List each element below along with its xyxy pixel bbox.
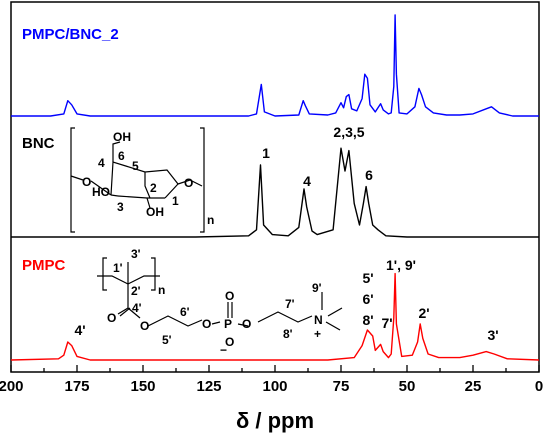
bnc-struct-oh-2: OH [146,205,164,219]
pmpc-struct-o-carbonyl: O [107,311,116,325]
series-label-bnc: BNC [22,135,55,152]
x-tick-label-125: 125 [196,378,221,395]
peak-label-pmpc-2p: 2' [418,305,429,321]
pmpc-struct-n-plus: N [314,313,323,327]
pmpc-struct-o-top: O [225,289,234,303]
bnc-struct-c1: 1 [172,194,179,208]
pmpc-struct-1p: 1' [113,261,123,275]
x-tick-label-25: 25 [465,378,482,395]
pmpc-struct-o-p-left: O [202,317,211,331]
peak-label-pmpc-8p: 8' [362,312,373,328]
series-layer [10,14,540,361]
pmpc-struct-n: n [158,283,165,297]
series-label-pmpc: PMPC [22,257,66,274]
pmpc-struct-9p: 9' [312,281,322,295]
peak-label-pmpc-5p: 5' [362,270,373,286]
bnc-struct-c3: 3 [117,200,124,214]
peak-label-pmpc-1p-9p: 1', 9' [386,257,416,273]
peak-label-pmpc-7p: 7' [381,315,392,331]
pmpc-struct-o-bottom: O [225,335,234,349]
pmpc-struct-2p: 2' [131,284,141,298]
peak-label-bnc-6: 6 [365,167,373,183]
x-tick-label-150: 150 [130,378,155,395]
peak-label-bnc-1: 1 [262,145,270,161]
pmpc-struct-4p: 4' [132,301,142,315]
bnc-struct-o-left: O [82,175,91,189]
series-line-pmpc-bnc-2 [11,14,539,117]
bnc-struct-o-right: O [184,176,193,190]
bnc-struct-n: n [207,213,214,227]
pmpc-struct-6p: 6' [180,305,190,319]
peak-label-pmpc-3p: 3' [487,327,498,343]
peak-label-bnc-2-3-5: 2,3,5 [333,124,364,140]
pmpc-struct-o-p-right: O [242,317,251,331]
x-tick-label-100: 100 [262,378,287,395]
bnc-struct-ho: HO [92,185,110,199]
bnc-struct-oh-6: OH [113,130,131,144]
x-tick-label-50: 50 [399,378,416,395]
pmpc-struct-8p: 8' [283,327,293,341]
bnc-struct-c6: 6 [118,149,125,163]
pmpc-struct-plus: + [314,327,321,341]
series-line-bnc [11,147,539,238]
x-tick-label-0: 0 [535,378,543,395]
x-tick-label-75: 75 [333,378,350,395]
pmpc-struct-7p: 7' [285,297,295,311]
x-axis-title: δ / ppm [236,408,314,433]
pmpc-struct-p: P [224,317,232,331]
series-label-pmpc-bnc: PMPC/BNC_2 [22,26,119,43]
bnc-struct-c2: 2 [150,181,157,195]
bnc-struct-c4: 4 [98,156,105,170]
series-line-pmpc [10,272,540,361]
peak-label-pmpc-4p: 4' [74,322,85,338]
x-axis: 200 175 150 125 100 75 50 25 0 [0,365,543,395]
pmpc-struct-5p: 5' [162,333,172,347]
pmpc-structure-diagram: 3' 1' 2' n 4' O O 6' O P O 7' O O 5' − 8… [97,247,343,357]
bnc-structure-diagram: OH 6 4 5 O HO 2 3 OH 1 O n [70,127,214,233]
peak-label-pmpc-6p: 6' [362,291,373,307]
pmpc-struct-3p: 3' [131,247,141,261]
peak-label-bnc-4: 4 [303,173,311,189]
x-tick-label-175: 175 [64,378,89,395]
x-tick-label-200: 200 [0,378,24,395]
bnc-struct-c5: 5 [132,159,139,173]
pmpc-struct-o-ester: O [140,319,149,333]
pmpc-struct-minus: − [220,343,227,357]
